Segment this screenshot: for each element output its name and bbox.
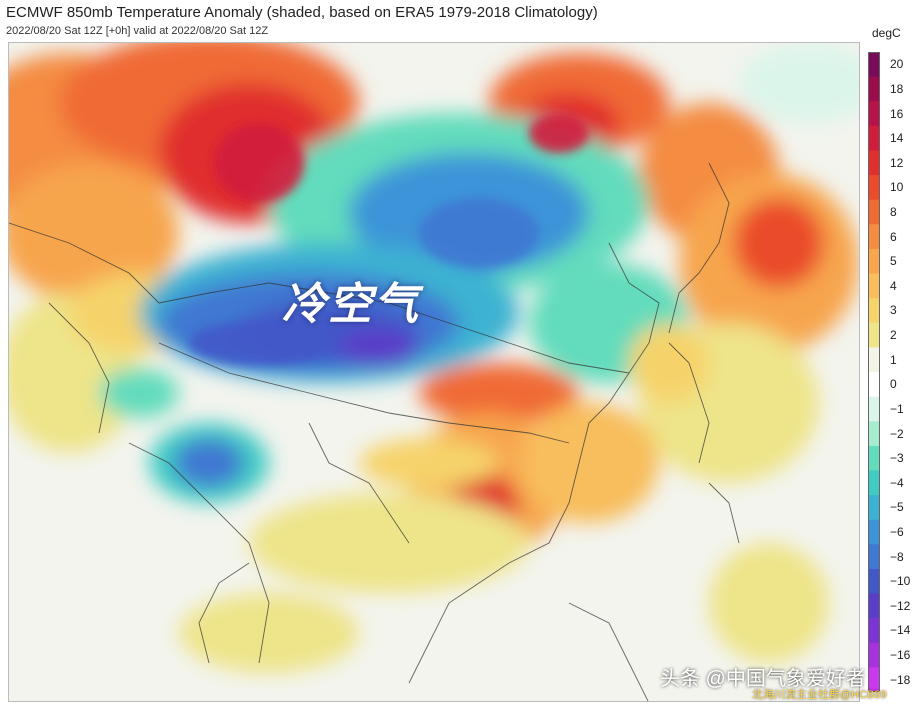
chart-title: ECMWF 850mb Temperature Anomaly (shaded,… — [6, 4, 598, 21]
colorbar-tick-label: −2 — [890, 426, 904, 441]
colorbar-swatch — [868, 175, 880, 201]
colorbar-tick-label: −8 — [890, 549, 904, 564]
colorbar-swatch — [868, 224, 880, 250]
colorbar-swatch — [868, 150, 880, 176]
colorbar-tick-label: 10 — [890, 180, 904, 195]
colorbar — [868, 52, 880, 692]
colorbar-swatch — [868, 470, 880, 496]
colorbar-tick-label: −14 — [890, 623, 911, 638]
colorbar-swatch — [868, 568, 880, 595]
colorbar-tick-label: 20 — [890, 57, 904, 72]
anomaly-map — [9, 43, 859, 701]
chart-subtitle: 2022/08/20 Sat 12Z [+0h] valid at 2022/0… — [6, 25, 269, 37]
colorbar-swatch — [868, 421, 880, 447]
colorbar-tick-label: −16 — [890, 648, 911, 663]
colorbar-swatch — [868, 642, 880, 668]
colorbar-swatch — [868, 372, 880, 398]
colorbar-swatch — [868, 618, 880, 644]
colorbar-tick-label: 12 — [890, 155, 904, 170]
colorbar-tick-label: 1 — [890, 352, 897, 367]
colorbar-swatch — [868, 248, 880, 275]
colorbar-tick-label: 5 — [890, 254, 897, 269]
colorbar-swatch — [868, 125, 880, 151]
colorbar-tick-label: 6 — [890, 229, 897, 244]
colorbar-swatch — [868, 199, 880, 225]
colorbar-frame — [868, 52, 880, 692]
colorbar-swatch — [868, 519, 880, 545]
colorbar-swatch — [868, 322, 880, 348]
colorbar-tick-label: 18 — [890, 81, 904, 96]
colorbar-tick-label: 0 — [890, 377, 897, 392]
colorbar-tick-label: −10 — [890, 574, 911, 589]
colorbar-tick-label: 16 — [890, 106, 904, 121]
colorbar-swatch — [868, 495, 880, 521]
colorbar-swatch — [868, 101, 880, 127]
colorbar-tick-label: −18 — [890, 672, 911, 687]
map-panel[interactable] — [8, 42, 860, 702]
watermark-secondary: 北海川流主业社群@HCB89 — [752, 689, 887, 701]
watermark-primary: 头条 @中国气象爱好者 — [660, 668, 866, 690]
colorbar-unit: degC — [872, 26, 901, 40]
colorbar-tick-label: 4 — [890, 278, 897, 293]
colorbar-tick-label: 14 — [890, 131, 904, 146]
colorbar-tick-label: 8 — [890, 205, 897, 219]
colorbar-tick-label: −6 — [890, 525, 904, 539]
colorbar-tick-label: −12 — [890, 598, 911, 613]
cold-air-annotation: 冷空气 — [282, 280, 420, 329]
colorbar-tick-label: −3 — [890, 451, 904, 466]
colorbar-swatch — [868, 396, 880, 422]
colorbar-swatch — [868, 298, 880, 324]
colorbar-tick-label: −1 — [890, 401, 904, 416]
colorbar-swatch — [868, 273, 880, 299]
colorbar-tick-label: 2 — [890, 328, 897, 343]
colorbar-tick-label: −4 — [890, 475, 904, 490]
colorbar-tick-label: −5 — [890, 500, 904, 515]
colorbar-tick-label: 3 — [890, 303, 897, 318]
colorbar-swatch — [868, 445, 880, 471]
colorbar-swatch — [868, 347, 880, 373]
colorbar-swatch — [868, 544, 880, 570]
colorbar-swatch — [868, 76, 880, 102]
colorbar-swatch — [868, 667, 880, 692]
colorbar-swatch — [868, 52, 880, 78]
colorbar-swatch — [868, 593, 880, 619]
